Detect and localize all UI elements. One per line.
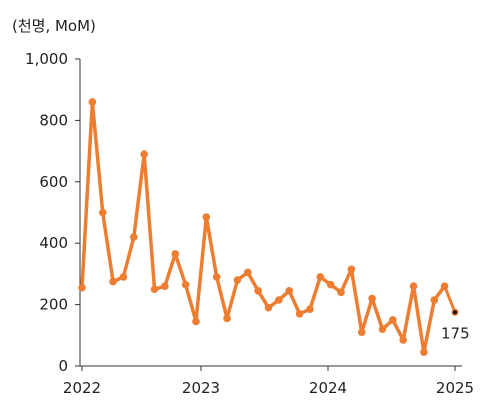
data-point (357, 328, 366, 337)
data-point (192, 317, 200, 326)
data-point (316, 273, 325, 281)
x-tick-label: 2022 (63, 379, 101, 397)
end-point (452, 310, 458, 315)
data-point (337, 288, 345, 297)
y-tick-label: 800 (39, 111, 68, 129)
data-point (440, 282, 449, 290)
data-point (109, 277, 117, 286)
data-point (243, 268, 252, 277)
data-point (212, 273, 221, 281)
x-tick-label: 2025 (436, 379, 474, 397)
y-axis-ticks: 0 200 400 600 800 1,000 (25, 50, 80, 375)
data-point (130, 233, 138, 241)
data-point (378, 325, 387, 333)
y-unit-label: (천명, MoM) (12, 17, 96, 35)
series-layer (78, 98, 457, 356)
x-tick-label: 2023 (182, 379, 220, 397)
x-tick-label: 2024 (309, 379, 347, 397)
data-point (420, 348, 428, 356)
data-point (78, 283, 86, 292)
data-point (254, 286, 262, 295)
data-point (233, 276, 242, 284)
data-point (389, 316, 397, 324)
data-point (264, 303, 273, 312)
data-point (430, 296, 439, 304)
series-line (80, 100, 447, 354)
data-point (88, 98, 97, 106)
end-point-layer: 175 (441, 308, 470, 342)
data-point (399, 336, 407, 344)
data-point (306, 305, 314, 314)
data-point (171, 250, 180, 258)
series-line-tail (443, 284, 457, 314)
data-point (275, 296, 283, 304)
y-tick-label: 1,000 (25, 50, 68, 68)
y-tick-label: 600 (39, 173, 68, 191)
data-point (409, 282, 418, 290)
end-value-label: 175 (441, 324, 470, 342)
data-point (368, 294, 376, 303)
data-point (223, 314, 231, 323)
data-point (119, 273, 128, 281)
data-point (161, 282, 169, 290)
data-point (347, 265, 356, 274)
data-point (285, 286, 294, 295)
data-point (295, 310, 304, 318)
data-point (326, 280, 335, 289)
data-point (140, 150, 148, 158)
data-point (202, 213, 211, 221)
x-axis-ticks: 2022 2023 2024 2025 (63, 366, 474, 397)
y-tick-label: 0 (58, 357, 68, 375)
data-point (150, 285, 159, 294)
y-tick-label: 400 (39, 234, 68, 252)
y-tick-label: 200 (39, 296, 68, 314)
data-point (181, 280, 190, 289)
data-point (98, 208, 107, 217)
